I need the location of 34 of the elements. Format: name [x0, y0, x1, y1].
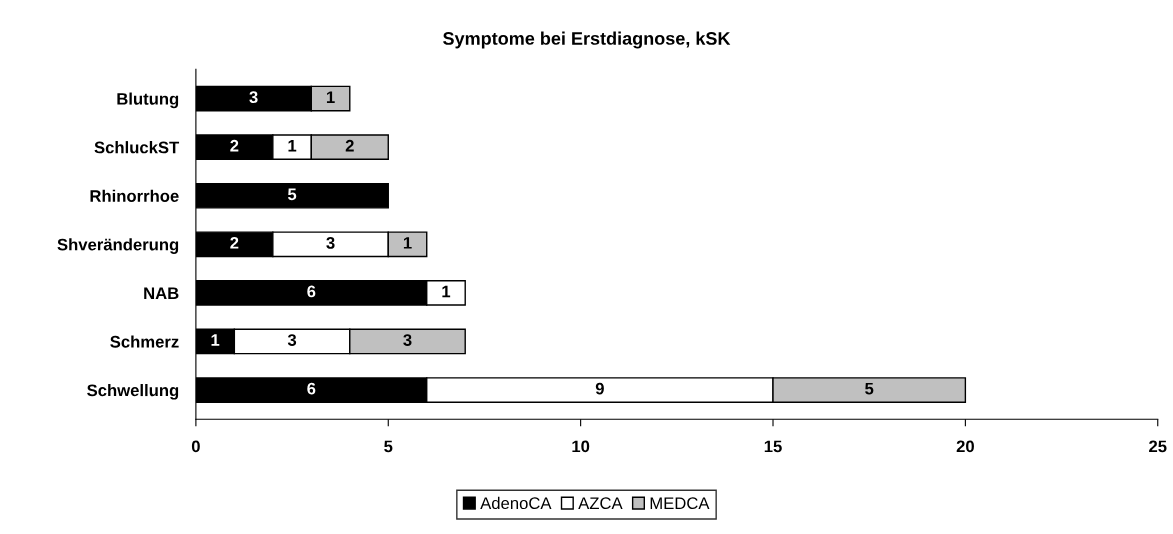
data-label: 1	[288, 139, 297, 152]
x-tick-label: 20	[956, 440, 974, 453]
x-tick-label: 15	[764, 440, 782, 453]
data-label: 1	[211, 334, 220, 346]
x-tick-label: 5	[384, 440, 393, 453]
legend-label: AdenoCA	[480, 496, 552, 510]
data-label: 2	[230, 236, 239, 249]
chart-title: Symptome bei Erstdiagnose, kSK	[443, 31, 731, 49]
y-tick-label: Schwellung	[87, 384, 179, 400]
data-label: 3	[326, 236, 335, 249]
data-label: 9	[595, 382, 604, 395]
y-tick-label: Shveränderung	[57, 238, 179, 254]
data-label: 5	[865, 382, 874, 395]
data-label: 3	[403, 334, 412, 346]
y-tick-label: Blutung	[117, 92, 179, 109]
data-label: 3	[287, 334, 297, 346]
y-tick-label: SchluckST	[94, 141, 180, 154]
data-label: 6	[307, 382, 316, 395]
data-label: 1	[326, 91, 335, 103]
x-tick-label: 10	[572, 440, 590, 453]
data-label: 3	[249, 91, 258, 104]
data-label: 2	[345, 139, 354, 152]
data-label: 1	[442, 285, 451, 298]
data-label: 1	[403, 237, 412, 249]
y-tick-label: NAB	[144, 287, 179, 299]
y-tick-label: Schmerz	[110, 335, 179, 348]
data-label: 6	[307, 285, 316, 298]
x-tick-label: 25	[1149, 440, 1167, 453]
legend-label: MEDCA	[650, 497, 710, 510]
data-label: 2	[230, 139, 239, 152]
legend-label: AZCA	[578, 497, 623, 510]
y-tick-label: Rhinorrhoe	[90, 189, 179, 202]
x-tick-label: 0	[191, 440, 200, 453]
data-label: 5	[287, 188, 297, 201]
